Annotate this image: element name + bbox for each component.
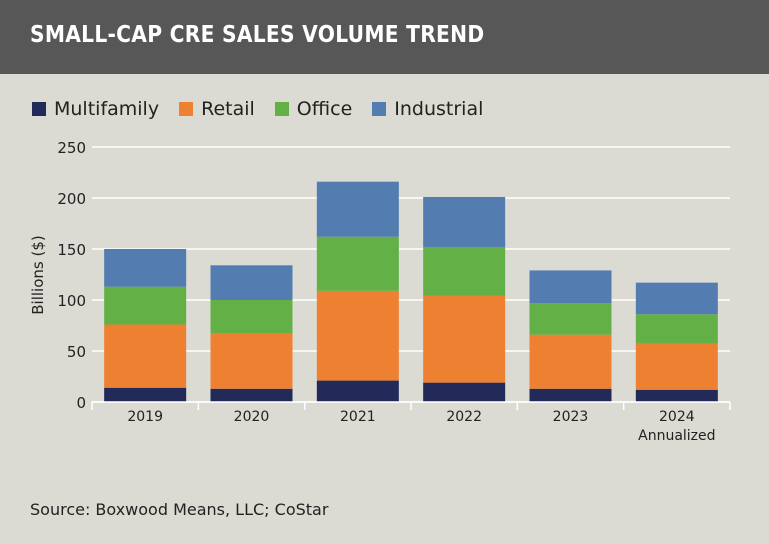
bar-segment-retail [635,343,718,390]
legend-item: Industrial [372,98,483,120]
bar-segment-multifamily [104,387,187,402]
bar-segment-retail [423,295,506,383]
bar-segment-industrial [529,270,612,304]
x-tick-label: 2019 [127,409,163,425]
legend-label: Office [296,98,353,120]
bar-segment-industrial [104,249,187,287]
bar-segment-multifamily [635,389,718,402]
bar-segment-retail [529,334,612,389]
y-tick-label: 250 [57,139,86,157]
x-tick-label: 2021 [340,409,376,425]
legend-label: Retail [201,98,255,120]
bar-segment-office [316,236,399,291]
legend-item: Retail [179,98,255,120]
legend-label: Industrial [394,98,484,120]
x-tick-label: 2024 [659,409,695,425]
x-tick-label: 2022 [446,409,482,425]
x-tick-label: 2020 [234,409,270,425]
bar-segment-retail [104,324,187,388]
legend-swatch [372,102,387,116]
bar-segment-multifamily [210,388,293,402]
bar-segment-office [635,314,718,344]
y-axis-label: Billions ($) [29,235,47,314]
legend-swatch [179,102,194,116]
bar-segment-office [210,300,293,334]
header-bar: SMALL-CAP CRE SALES VOLUME TREND [0,0,769,74]
bar-segment-industrial [210,265,293,300]
bar-segment-office [104,286,187,325]
legend-swatch [274,102,289,116]
chart-title: SMALL-CAP CRE SALES VOLUME TREND [30,22,485,48]
y-tick-label: 50 [67,343,86,361]
x-tick-sublabel: Annualized [638,428,715,444]
bar-segment-industrial [635,282,718,315]
bar-segment-industrial [423,196,506,247]
bar-segment-industrial [316,181,399,237]
bar-segment-multifamily [423,382,506,402]
y-tick-label: 150 [57,241,86,259]
legend-label: Multifamily [54,98,160,120]
bar-segment-multifamily [529,388,612,402]
bar-segment-retail [316,290,399,381]
y-tick-label: 100 [57,292,86,310]
bar-segment-office [529,303,612,335]
y-tick-label: 200 [57,190,86,208]
legend-swatch [32,102,46,116]
bar-segment-retail [210,333,293,389]
y-tick-label: 0 [76,394,86,412]
legend: Multifamily Retail Office Industrial [32,98,483,120]
source-note: Source: Boxwood Means, LLC; CoStar [30,500,329,519]
x-tick-label: 2023 [553,409,589,425]
legend-item: Multifamily [32,98,159,120]
bar-segment-multifamily [316,380,399,402]
bar-segment-office [423,246,506,296]
legend-item: Office [274,98,353,120]
